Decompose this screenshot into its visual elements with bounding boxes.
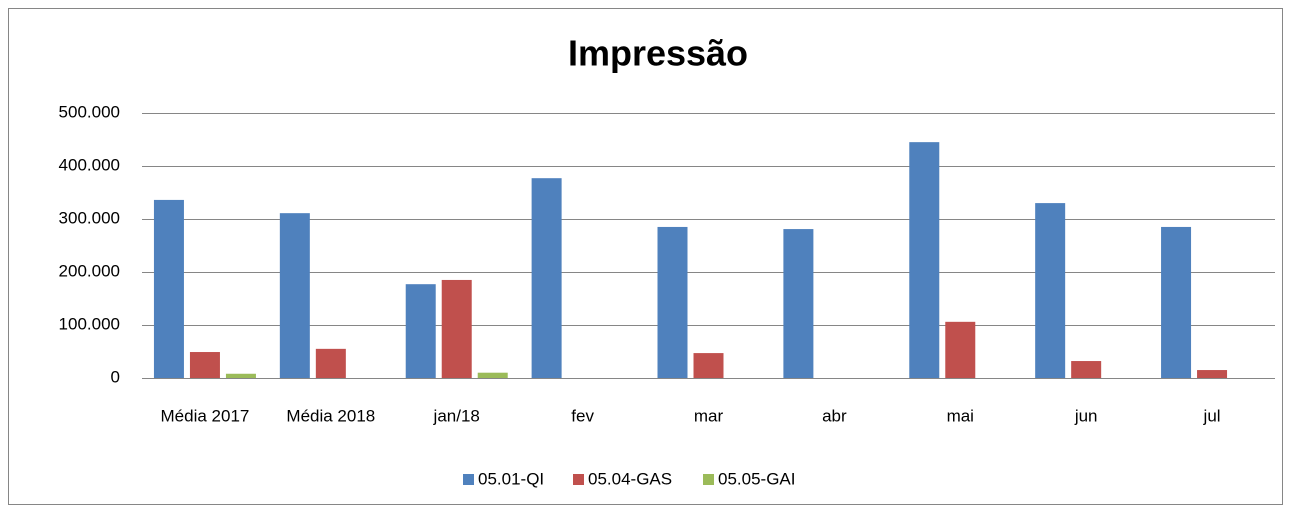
y-tick-label: 100.000	[59, 314, 120, 333]
y-tick-label: 0	[111, 367, 120, 386]
bar	[153, 199, 184, 378]
bar	[783, 229, 814, 378]
bar	[1071, 361, 1102, 378]
legend-label: 05.01-QI	[478, 469, 544, 488]
bar	[225, 373, 256, 378]
bar	[315, 348, 346, 378]
legend-swatch	[703, 474, 714, 485]
x-tick-label: abr	[822, 406, 847, 425]
bar	[1161, 226, 1192, 378]
legend-swatch	[463, 474, 474, 485]
y-tick-label: 300.000	[59, 208, 120, 227]
bar	[531, 178, 562, 378]
bar	[279, 213, 310, 378]
bar	[405, 284, 436, 378]
y-tick-label: 500.000	[59, 102, 120, 121]
bar	[1197, 370, 1228, 378]
bar	[945, 321, 976, 378]
x-tick-label: jun	[1074, 406, 1098, 425]
x-tick-label: jul	[1203, 406, 1221, 425]
y-tick-label: 400.000	[59, 155, 120, 174]
x-tick-label: jan/18	[433, 406, 480, 425]
legend-swatch	[573, 474, 584, 485]
bar	[189, 352, 220, 378]
bar	[909, 142, 940, 378]
chart-border	[8, 8, 1283, 505]
legend-label: 05.04-GAS	[588, 469, 672, 488]
chart-title: Impressão	[568, 33, 748, 74]
y-tick-label: 200.000	[59, 261, 120, 280]
bar	[1035, 203, 1066, 378]
x-tick-label: mar	[694, 406, 724, 425]
bar	[657, 226, 688, 378]
bar	[693, 353, 724, 378]
x-tick-label: mai	[947, 406, 974, 425]
x-tick-label: fev	[571, 406, 594, 425]
x-tick-label: Média 2017	[161, 406, 250, 425]
legend-label: 05.05-GAI	[718, 469, 796, 488]
bar	[441, 279, 472, 378]
x-tick-label: Média 2018	[286, 406, 375, 425]
bar	[477, 372, 508, 378]
